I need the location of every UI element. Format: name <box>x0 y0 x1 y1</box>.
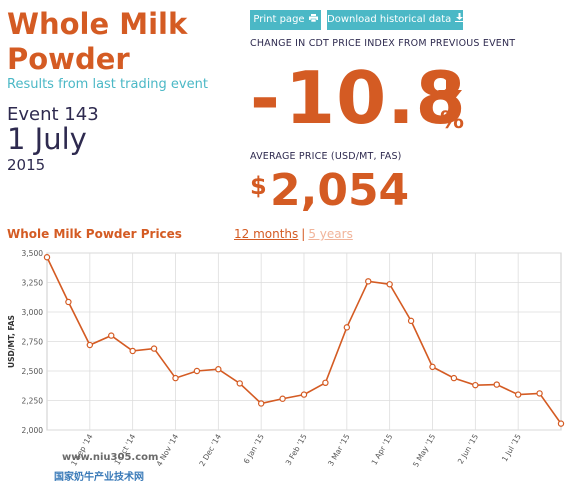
price-data-point <box>86 341 94 349</box>
x-tick-label: 1 Apr '15 <box>370 432 395 466</box>
price-data-point <box>129 347 136 355</box>
price-data-point <box>257 400 265 407</box>
price-data-point <box>429 363 436 371</box>
y-tick-label: 2,500 <box>22 367 44 376</box>
price-data-point <box>536 390 543 397</box>
results-subtitle: Results from last trading event <box>7 77 208 92</box>
y-tick-label: 2,750 <box>22 338 44 347</box>
download-icon <box>455 10 465 30</box>
price-data-point <box>557 420 565 427</box>
download-label: Download historical data <box>327 14 452 25</box>
x-tick-label: 6 Jan '15 <box>242 432 266 465</box>
change-sign: - <box>250 56 280 140</box>
chart-title: Whole Milk Powder Prices <box>7 227 182 241</box>
x-tick-label: 2 Dec '14 <box>197 432 223 468</box>
x-tick-label: 3 Feb '15 <box>284 432 309 467</box>
y-axis-label: USD/MT, FAS <box>7 315 16 368</box>
price-data-point <box>407 317 415 325</box>
price-data-point <box>279 395 286 402</box>
x-tick-label: 2 Jun '15 <box>456 432 480 465</box>
price-data-point <box>365 278 372 285</box>
price-data-point <box>236 380 243 387</box>
product-title: Whole Milk Powder <box>7 7 188 76</box>
print-page-label: Print page <box>253 14 305 25</box>
event-year: 2015 <box>7 156 46 174</box>
price-data-point <box>514 391 522 398</box>
price-data-point <box>150 345 158 352</box>
price-data-point <box>343 324 351 331</box>
price-data-point <box>65 298 72 306</box>
price-data-point <box>193 367 201 375</box>
download-historical-data-button[interactable]: Download historical data <box>327 10 465 30</box>
price-data-point <box>43 254 51 261</box>
price-data-point <box>300 391 308 398</box>
range-separator: | <box>301 227 306 241</box>
watermark-text: 国家奶牛产业技术网 <box>54 472 144 483</box>
y-tick-label: 3,000 <box>22 308 44 317</box>
event-date: 1 July <box>7 122 87 156</box>
currency-sign: $ <box>250 172 267 200</box>
y-tick-label: 3,500 <box>22 249 44 258</box>
average-price-value: 2,054 <box>270 165 410 216</box>
down-arrow-icon <box>438 76 462 106</box>
price-data-point <box>450 374 458 382</box>
price-data-point <box>322 379 329 386</box>
change-value: 10.8 <box>285 56 467 140</box>
printer-icon <box>308 10 318 30</box>
average-price-heading: AVERAGE PRICE (USD/MT, FAS) <box>250 151 402 162</box>
y-tick-label: 2,000 <box>22 426 44 435</box>
change-heading: CHANGE IN CDT PRICE INDEX FROM PREVIOUS … <box>250 38 516 49</box>
x-tick-label: 1 Jul '15 <box>500 432 523 463</box>
range-5-years-link[interactable]: 5 years <box>308 227 353 241</box>
price-data-point <box>215 366 222 373</box>
range-12-months-link[interactable]: 12 months <box>234 227 299 241</box>
percent-sign: % <box>440 106 465 134</box>
print-page-button[interactable]: Print page <box>250 10 321 30</box>
x-tick-label: 3 Mar '15 <box>326 432 352 467</box>
event-number: Event 143 <box>7 104 99 125</box>
y-tick-label: 3,250 <box>22 279 44 288</box>
watermark-url: www.niu305.com <box>62 452 159 463</box>
price-data-point <box>172 374 179 382</box>
x-tick-label: 5 May '15 <box>411 432 437 468</box>
range-selector: 12 months | 5 years <box>234 227 353 241</box>
price-data-point <box>108 332 115 339</box>
y-tick-label: 2,250 <box>22 397 44 406</box>
price-data-point <box>472 381 479 389</box>
price-data-point <box>493 381 500 388</box>
price-data-point <box>386 281 393 288</box>
